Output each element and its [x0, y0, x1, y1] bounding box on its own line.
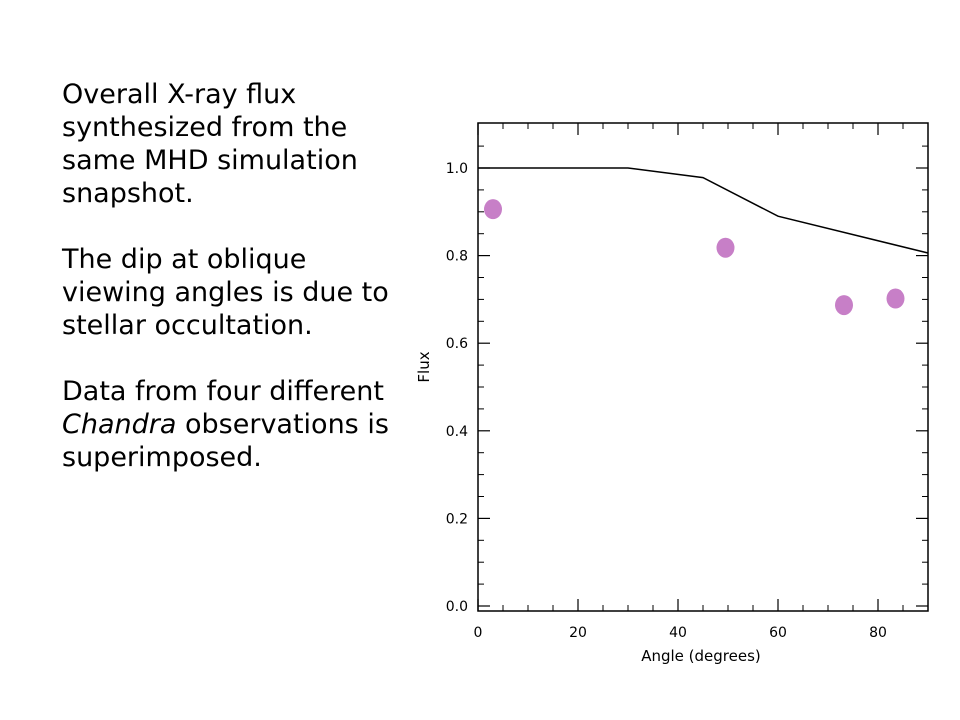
- plot-frame: [477, 122, 929, 612]
- paragraph-dip: The dip at oblique viewing angles is due…: [62, 244, 389, 341]
- y-tick-label: 0.0: [446, 599, 468, 615]
- paragraph-data-end: observations is superimposed.: [62, 409, 389, 473]
- slide-text: Overall X-ray flux synthesized from the …: [62, 78, 392, 474]
- y-tick-label: 0.2: [446, 511, 468, 527]
- observation-point: [835, 295, 853, 316]
- observation-points: [484, 199, 905, 316]
- model-flux-line: [478, 167, 929, 254]
- axis-ticks: [477, 123, 929, 611]
- observation-point: [886, 288, 905, 309]
- y-axis-title: Flux: [415, 351, 433, 382]
- x-tick-label: 40: [669, 625, 687, 641]
- y-tick-labels: 0.0 0.2 0.4 0.6 0.8 1.0: [446, 161, 468, 615]
- x-tick-label: 80: [869, 625, 887, 641]
- paragraph-data-start: Data from four different: [62, 376, 384, 407]
- paragraph-data: Data from four different Chandra observa…: [62, 375, 392, 474]
- y-tick-label: 0.6: [446, 336, 468, 352]
- observation-point: [716, 237, 735, 258]
- y-tick-label: 0.4: [446, 424, 468, 440]
- x-tick-label: 20: [569, 625, 587, 641]
- x-tick-label: 0: [474, 625, 483, 641]
- x-tick-label: 60: [769, 625, 787, 641]
- y-tick-label: 1.0: [446, 161, 468, 177]
- chandra-italic: Chandra: [62, 409, 177, 440]
- x-tick-labels: 0 20 40 60 80: [474, 625, 887, 641]
- observation-point: [484, 199, 502, 220]
- y-tick-label: 0.8: [446, 249, 468, 265]
- x-axis-title: Angle (degrees): [641, 647, 761, 665]
- paragraph-simulation: Overall X-ray flux synthesized from the …: [62, 79, 358, 209]
